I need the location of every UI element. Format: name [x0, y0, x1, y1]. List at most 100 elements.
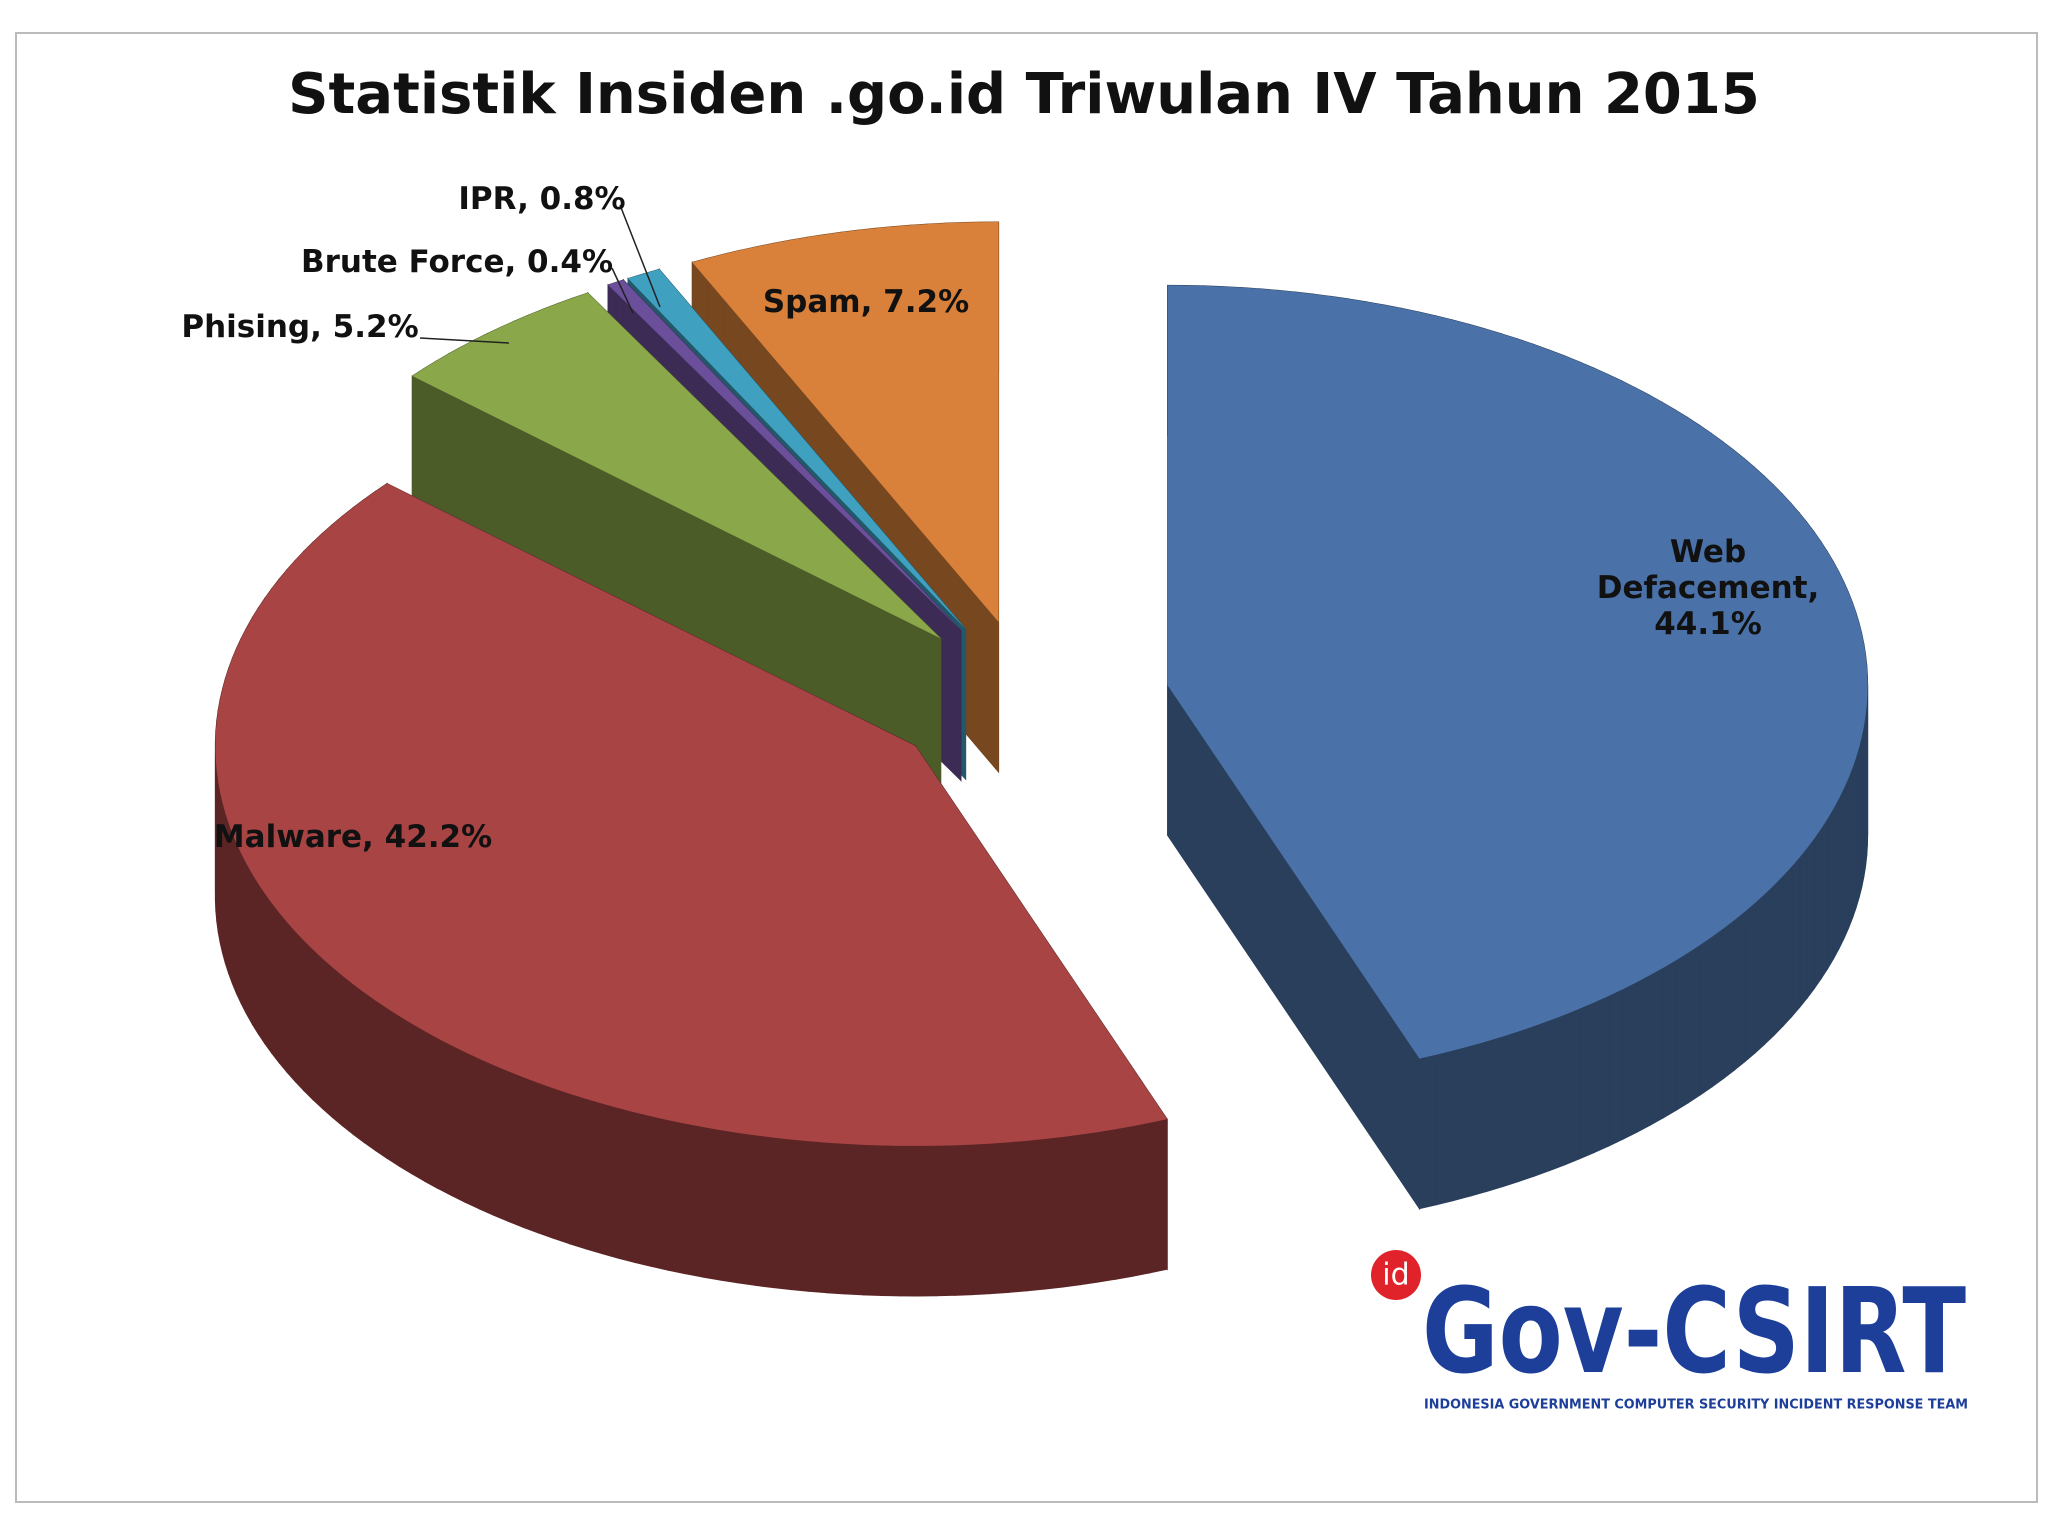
slice-side: [1838, 788, 1845, 949]
data-label: Web Defacement, 44.1%: [1596, 534, 1820, 642]
slice-side: [1485, 1035, 1503, 1193]
slice-side: [411, 1022, 426, 1183]
slice-side: [1806, 836, 1816, 1000]
slice-side: [1649, 967, 1664, 1127]
slice-side: [398, 1015, 413, 1175]
leader-line: [611, 267, 634, 314]
slice-side: [1827, 806, 1835, 971]
slice-side: [1636, 974, 1651, 1134]
slice-side: [862, 1144, 883, 1296]
slice-side: [1843, 778, 1849, 939]
data-label: Spam, 7.2%: [762, 284, 970, 320]
slice-side: [1008, 1140, 1028, 1293]
slice: [1167, 284, 1869, 1211]
slice-side: [569, 1093, 586, 1250]
slice-side: [1097, 1128, 1116, 1283]
slice-side: [667, 1119, 686, 1275]
slice-side: [634, 1111, 652, 1268]
slice-side: [1435, 1049, 1454, 1206]
logo-badge-circle: [1371, 1250, 1421, 1300]
slice-side: [1820, 816, 1829, 981]
slice-side: [374, 999, 388, 1160]
slice-side: [1773, 874, 1784, 1037]
logo-tagline: INDONESIA GOVERNMENT COMPUTER SECURITY I…: [1424, 1398, 1968, 1413]
slice-side: [953, 1144, 974, 1296]
data-label: Phising, 5.2%: [181, 309, 419, 345]
slice-side: [1675, 951, 1689, 1112]
slice-side: [251, 872, 259, 1036]
slice-side: [584, 1098, 603, 1255]
slice-side: [1452, 1045, 1471, 1202]
slice-side: [1851, 757, 1857, 919]
slice-side: [437, 1037, 452, 1197]
data-label: Malware, 42.2%: [213, 819, 493, 855]
slice-side: [257, 881, 266, 1046]
leader-line: [619, 204, 661, 308]
slice-side: [1833, 798, 1840, 959]
slice-side: [1501, 1030, 1519, 1188]
slice-top: [215, 483, 1168, 1146]
slice-side: [1062, 1134, 1081, 1288]
data-label: IPR, 0.8%: [458, 181, 626, 217]
slice-side: [331, 965, 343, 1127]
slice-side: [790, 1139, 810, 1292]
leader-line: [419, 337, 510, 344]
slice-side: [312, 948, 323, 1110]
slice-side: [341, 974, 354, 1136]
slice-side: [899, 1145, 919, 1297]
data-label: Brute Force, 0.4%: [300, 244, 614, 280]
slice-top: [1167, 285, 1868, 1059]
slice-side: [450, 1044, 466, 1203]
slice-side: [294, 929, 305, 1092]
slice-side: [1044, 1136, 1064, 1290]
slice-side: [231, 833, 238, 995]
slice-side: [386, 1007, 400, 1168]
slice-side: [1132, 1122, 1151, 1277]
slice-side: [808, 1140, 828, 1294]
logo-name: Gov-CSIRT: [1422, 1262, 1966, 1400]
slice-side: [881, 1144, 901, 1297]
slice-side: [1662, 959, 1677, 1119]
slice-side: [601, 1102, 619, 1259]
slice-side: [1579, 1001, 1595, 1160]
slice-side: [537, 1082, 555, 1240]
slice-side: [286, 920, 296, 1083]
slice-side: [935, 1144, 955, 1297]
slice-side: [1847, 767, 1853, 929]
slice-side: [617, 1107, 636, 1264]
logo-badge: id: [1382, 1258, 1409, 1293]
slice-side: [303, 939, 314, 1101]
slice-side: [1814, 826, 1822, 990]
slice-side: [737, 1132, 756, 1286]
slice-side: [1711, 927, 1724, 1088]
slice-side: [522, 1076, 539, 1234]
slice-side: [1593, 995, 1610, 1154]
slice-side: [1026, 1138, 1046, 1292]
slice-side: [352, 983, 365, 1144]
slice-side: [1149, 1118, 1168, 1274]
slice: [214, 482, 1168, 1297]
slice-side: [1754, 892, 1766, 1054]
slice-side: [553, 1087, 571, 1245]
slice-top: [608, 279, 961, 631]
slice-side: [772, 1137, 792, 1291]
slice-side: [719, 1129, 739, 1284]
slice-top: [628, 269, 966, 629]
slice-side: [1799, 846, 1808, 1009]
slice-side: [1687, 943, 1701, 1104]
slice-side: [246, 862, 253, 1026]
slice-side: [826, 1142, 846, 1295]
slice-side: [1733, 910, 1746, 1072]
slice-side: [507, 1070, 524, 1228]
slice-side: [478, 1057, 494, 1216]
slice-side: [1764, 883, 1775, 1046]
slice-side: [1791, 855, 1801, 1018]
slice-side: [1744, 901, 1756, 1063]
slice-side: [1079, 1131, 1099, 1286]
slice-side: [1608, 988, 1624, 1147]
slice-side: [844, 1143, 864, 1296]
slice-side: [1533, 1019, 1551, 1177]
slice-side: [1564, 1007, 1581, 1166]
